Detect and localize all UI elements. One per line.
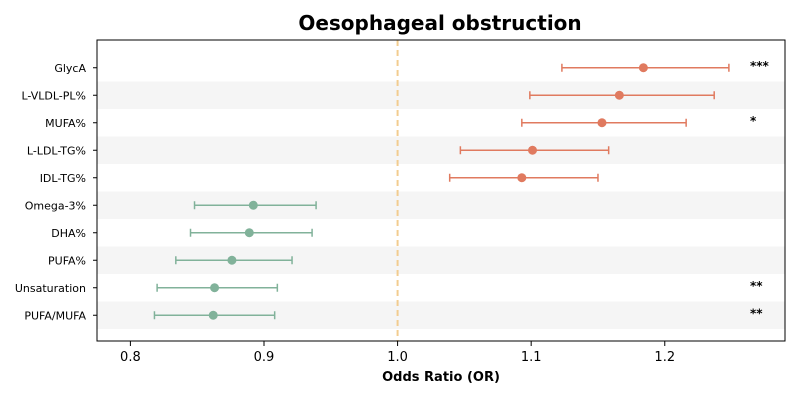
or-point	[248, 200, 258, 210]
significance-label: **	[750, 306, 763, 320]
or-point	[517, 173, 527, 183]
x-tick-label: 1.2	[654, 350, 675, 365]
y-tick-label: MUFA%	[45, 117, 86, 130]
chart-title: Oesophageal obstruction	[298, 11, 581, 35]
or-point	[208, 310, 218, 320]
x-tick-label: 1.1	[521, 350, 542, 365]
or-point	[227, 255, 237, 265]
significance-label: *	[750, 114, 757, 128]
y-tick-label: GlycA	[54, 62, 86, 75]
x-tick-label: 0.8	[120, 350, 141, 365]
y-tick-label: L-VLDL-PL%	[21, 89, 86, 102]
or-point	[597, 118, 607, 128]
significance-label: ***	[750, 59, 770, 73]
y-tick-label: Omega-3%	[25, 199, 86, 212]
y-tick-label: PUFA%	[48, 254, 86, 267]
x-axis: 0.8 0.9 1.0 1.1 1.2	[120, 341, 675, 365]
y-tick-label: PUFA/MUFA	[24, 309, 86, 322]
or-point	[528, 145, 538, 155]
or-point	[614, 90, 624, 100]
or-point	[638, 63, 648, 73]
row-band	[97, 136, 785, 164]
significance-labels: ********	[750, 59, 770, 321]
x-tick-label: 1.0	[387, 350, 408, 365]
or-point	[244, 228, 254, 238]
x-axis-label: Odds Ratio (OR)	[382, 370, 500, 385]
plot-frame	[96, 39, 786, 342]
y-tick-label: Unsaturation	[15, 282, 86, 295]
y-tick-label: L-LDL-TG%	[27, 144, 86, 157]
data-marks	[153, 63, 730, 320]
y-tick-label: IDL-TG%	[40, 172, 86, 185]
or-point	[210, 283, 220, 293]
x-tick-label: 0.9	[254, 350, 275, 365]
y-axis-labels: GlycA L-VLDL-PL% MUFA% L-LDL-TG% IDL-TG% Omeg…	[15, 62, 97, 322]
significance-label: **	[750, 279, 763, 293]
y-tick-label: DHA%	[51, 227, 86, 240]
